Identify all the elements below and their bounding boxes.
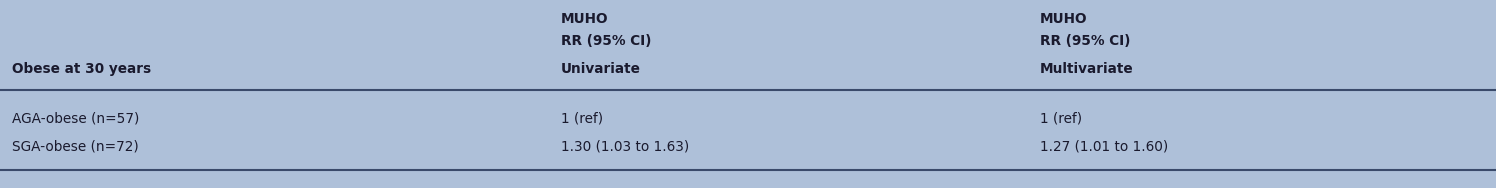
Text: 1.30 (1.03 to 1.63): 1.30 (1.03 to 1.63) — [561, 139, 690, 153]
Text: Univariate: Univariate — [561, 62, 640, 76]
Text: Multivariate: Multivariate — [1040, 62, 1134, 76]
Text: MUHO: MUHO — [1040, 12, 1088, 26]
Text: SGA-obese (n=72): SGA-obese (n=72) — [12, 139, 139, 153]
Text: RR (95% CI): RR (95% CI) — [561, 34, 651, 48]
Text: Obese at 30 years: Obese at 30 years — [12, 62, 151, 76]
Text: 1.27 (1.01 to 1.60): 1.27 (1.01 to 1.60) — [1040, 139, 1168, 153]
Text: RR (95% CI): RR (95% CI) — [1040, 34, 1129, 48]
Text: 1 (ref): 1 (ref) — [1040, 111, 1082, 125]
Text: 1 (ref): 1 (ref) — [561, 111, 603, 125]
Text: AGA-obese (n=57): AGA-obese (n=57) — [12, 111, 139, 125]
Text: MUHO: MUHO — [561, 12, 609, 26]
